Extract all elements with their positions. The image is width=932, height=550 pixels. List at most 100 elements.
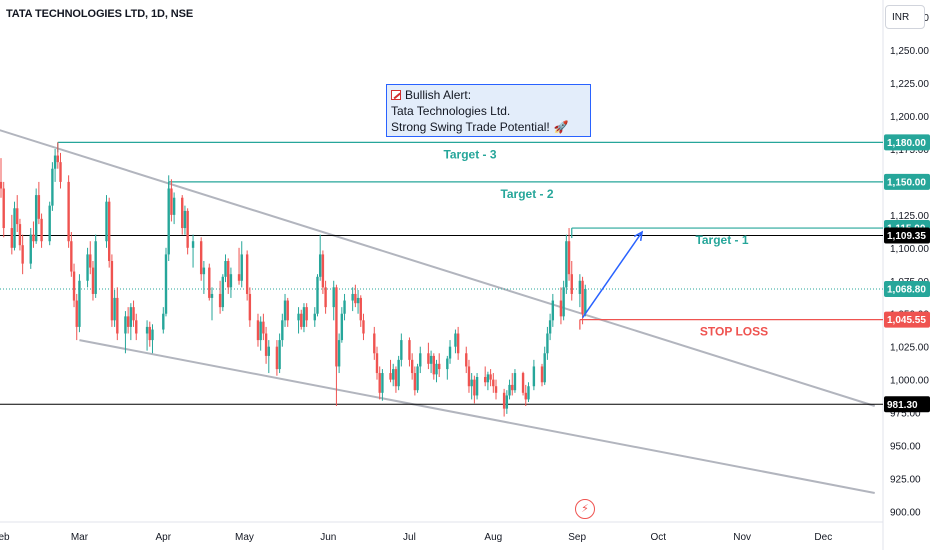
candle-body bbox=[337, 340, 341, 367]
candle-body bbox=[70, 241, 73, 272]
level-label: Target - 1 bbox=[695, 233, 748, 247]
candle-body bbox=[237, 274, 241, 281]
candle-body bbox=[278, 340, 281, 370]
candle-body bbox=[565, 241, 568, 288]
candle-body bbox=[375, 353, 379, 374]
candle-body bbox=[29, 234, 32, 264]
candle-body bbox=[199, 241, 203, 275]
candle-body bbox=[410, 359, 414, 374]
candle-body bbox=[162, 313, 165, 330]
candle-body bbox=[72, 271, 76, 301]
candle-body bbox=[570, 274, 573, 294]
candle-body bbox=[578, 280, 582, 294]
candle-body bbox=[148, 326, 151, 341]
candle-body bbox=[584, 288, 587, 314]
y-tick-label: 975.00 bbox=[890, 409, 921, 420]
currency-button[interactable]: INR bbox=[885, 5, 925, 29]
price-tag-text: 1,068.80 bbox=[887, 284, 926, 295]
candle-body bbox=[264, 333, 268, 356]
candle-body bbox=[527, 386, 530, 400]
candle-body bbox=[551, 300, 555, 321]
y-tick-label: 1,000.00 bbox=[890, 376, 929, 387]
candle-body bbox=[373, 333, 376, 354]
candle-body bbox=[229, 274, 233, 288]
candle-body bbox=[429, 355, 433, 364]
trendline bbox=[79, 339, 875, 494]
candle-body bbox=[302, 307, 306, 327]
price-axis[interactable]: 1,275.001,250.001,225.001,200.001,175.00… bbox=[890, 13, 929, 518]
candle-body bbox=[416, 366, 419, 391]
y-tick-label: 1,175.00 bbox=[890, 145, 929, 156]
x-tick-label: Apr bbox=[156, 532, 172, 543]
candle-body bbox=[465, 353, 468, 367]
x-tick-label: Jun bbox=[320, 532, 336, 543]
candle-body bbox=[286, 300, 289, 321]
candle-body bbox=[94, 241, 97, 294]
candle-body bbox=[427, 353, 430, 364]
candle-body bbox=[224, 261, 227, 277]
x-tick-label: Sep bbox=[568, 532, 586, 543]
candle-body bbox=[186, 210, 189, 248]
candle-body bbox=[10, 228, 14, 248]
candle-body bbox=[567, 241, 571, 275]
level-labels-layer: Target - 3 Target - 2 Target - 1 STOP LOSS bbox=[443, 147, 768, 338]
x-tick-label: Nov bbox=[733, 532, 751, 543]
candle-body bbox=[483, 377, 487, 383]
y-tick-label: 1,125.00 bbox=[890, 211, 929, 222]
candle-body bbox=[446, 358, 449, 370]
candle-body bbox=[305, 307, 308, 321]
candle-body bbox=[502, 392, 506, 409]
candle-body bbox=[21, 245, 24, 264]
y-tick-label: 1,025.00 bbox=[890, 343, 929, 354]
candle-body bbox=[78, 280, 81, 327]
candle-body bbox=[540, 366, 544, 383]
candle-body bbox=[132, 307, 135, 321]
candle-body bbox=[256, 320, 260, 341]
candle-body bbox=[167, 188, 170, 255]
lightning-icon[interactable]: ⚡ bbox=[575, 499, 595, 519]
candle-body bbox=[281, 320, 284, 341]
candle-body bbox=[34, 195, 38, 242]
alert-text-2: Tata Technologies Ltd. bbox=[391, 104, 511, 118]
candle-body bbox=[110, 261, 114, 321]
alert-text-3: Strong Swing Trade Potential! bbox=[391, 120, 550, 134]
candle-body bbox=[126, 316, 130, 327]
candle-body bbox=[16, 208, 19, 225]
candle-body bbox=[316, 276, 319, 314]
candle-body bbox=[559, 300, 563, 317]
candle-body bbox=[324, 287, 327, 308]
candle-body bbox=[454, 333, 457, 347]
candle-body bbox=[40, 218, 43, 242]
candle-body bbox=[400, 340, 403, 360]
candle-body bbox=[113, 297, 116, 321]
price-tag-text: 1,045.55 bbox=[887, 315, 926, 326]
candle-body bbox=[2, 188, 5, 229]
level-label: Target - 2 bbox=[500, 187, 553, 201]
price-tag bbox=[884, 280, 930, 297]
alert-line-3: Strong Swing Trade Potential! 🚀 bbox=[391, 119, 586, 135]
candle-body bbox=[408, 340, 411, 360]
candle-body bbox=[548, 320, 552, 334]
candle-body bbox=[32, 234, 35, 242]
level-label: Target - 3 bbox=[443, 147, 496, 161]
candle-body bbox=[56, 155, 60, 163]
candle-body bbox=[75, 300, 78, 327]
candle-body bbox=[343, 300, 346, 314]
candle-body bbox=[51, 168, 54, 206]
candle-body bbox=[489, 374, 492, 380]
price-tag-text: 1,180.00 bbox=[887, 138, 926, 149]
x-tick-label: Oct bbox=[651, 532, 667, 543]
candle-body bbox=[48, 205, 51, 242]
candle-body bbox=[181, 197, 184, 229]
time-axis[interactable]: Feb Mar Apr May Jun Jul Aug Sep Oct Nov Dec bbox=[0, 532, 832, 543]
candle-body bbox=[283, 300, 287, 321]
candle-body bbox=[67, 181, 70, 242]
candle-body bbox=[532, 366, 536, 387]
candle-body bbox=[59, 162, 62, 182]
candle-body bbox=[135, 320, 138, 334]
candle-body bbox=[248, 293, 252, 321]
candle-body bbox=[259, 321, 262, 341]
x-tick-label: Aug bbox=[484, 532, 502, 543]
candle-body bbox=[145, 326, 149, 334]
